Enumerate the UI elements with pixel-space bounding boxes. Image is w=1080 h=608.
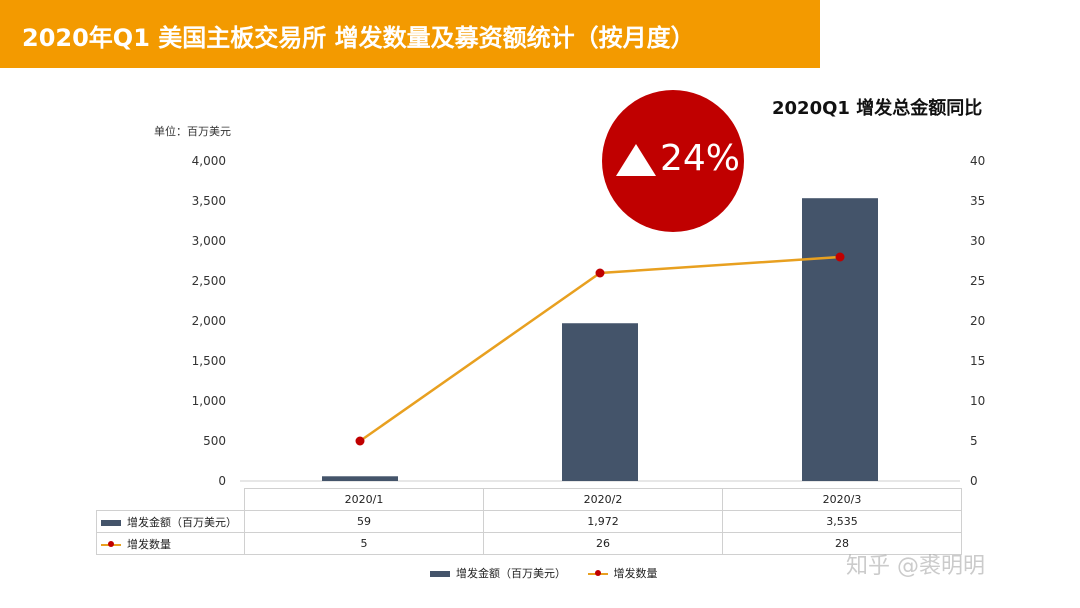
- table-cell: 28: [722, 532, 962, 555]
- y-left-tick-label: 1,500: [192, 354, 226, 368]
- y-right-tick-label: 40: [970, 154, 985, 168]
- y-right-tick-label: 30: [970, 234, 985, 248]
- table-header-cell: 2020/3: [722, 488, 962, 511]
- y-left-tick-label: 1,000: [192, 394, 226, 408]
- line-swatch-icon: [587, 570, 608, 576]
- table-cell: 1,972: [483, 510, 723, 533]
- yoy-badge-value: 24%: [660, 138, 741, 179]
- bar: [562, 323, 638, 481]
- yoy-title: 2020Q1 增发总金额同比: [772, 98, 983, 119]
- yoy-badge: 24%: [602, 90, 744, 232]
- bar-swatch-icon: [430, 571, 450, 577]
- line-point: [355, 436, 365, 446]
- unit-label: 单位：百万美元: [154, 125, 231, 138]
- y-right-tick-label: 35: [970, 194, 985, 208]
- y-left-tick-label: 3,000: [192, 234, 226, 248]
- page-title: 2020年Q1 美国主板交易所 增发数量及募资额统计（按月度）: [22, 24, 695, 52]
- table-row: 增发数量 5 26 28: [96, 532, 962, 555]
- y-right-tick-label: 10: [970, 394, 985, 408]
- y-right-tick-label: 5: [970, 434, 978, 448]
- title-bar: 2020年Q1 美国主板交易所 增发数量及募资额统计（按月度）: [0, 0, 820, 68]
- table-header-cell: 2020/1: [244, 488, 484, 511]
- bar: [322, 476, 398, 481]
- legend-item-line: 增发数量: [587, 565, 658, 581]
- line-swatch-icon: [101, 540, 121, 547]
- table-cell: 3,535: [722, 510, 962, 533]
- table-header-cell: 2020/2: [483, 488, 723, 511]
- watermark: 知乎 @裘明明: [846, 554, 985, 579]
- table-cell: 5: [244, 532, 484, 555]
- y-left-tick-label: 2,000: [192, 314, 226, 328]
- table-header-row: 2020/1 2020/2 2020/3: [96, 488, 962, 511]
- y-left-tick-label: 2,500: [192, 274, 226, 288]
- legend-line-label: 增发数量: [613, 567, 658, 580]
- table-row: 增发金额（百万美元） 59 1,972 3,535: [96, 510, 962, 533]
- legend-item-bar: 增发金额（百万美元）: [430, 565, 566, 581]
- legend-bar-label: 增发金额（百万美元）: [456, 567, 566, 580]
- table-row-label-text: 增发数量: [127, 537, 171, 551]
- bar: [802, 198, 878, 481]
- table-cell: 59: [244, 510, 484, 533]
- table-row-label: 增发数量: [96, 532, 245, 555]
- bar-swatch-icon: [101, 519, 121, 526]
- table-row-label-text: 增发金额（百万美元）: [127, 515, 237, 529]
- line-point: [835, 252, 845, 262]
- y-right-tick-label: 15: [970, 354, 985, 368]
- y-left-tick-label: 4,000: [192, 154, 226, 168]
- line-point: [595, 268, 605, 278]
- chart-legend: 增发金额（百万美元） 增发数量: [430, 565, 676, 581]
- table-cell: 26: [483, 532, 723, 555]
- y-left-tick-label: 500: [203, 434, 226, 448]
- y-left-tick-label: 0: [218, 474, 226, 488]
- y-right-tick-label: 25: [970, 274, 985, 288]
- y-right-tick-label: 0: [970, 474, 978, 488]
- triangle-up-icon: [616, 144, 656, 176]
- table-corner-cell: [96, 488, 245, 511]
- table-row-label: 增发金额（百万美元）: [96, 510, 245, 533]
- data-table: 2020/1 2020/2 2020/3 增发金额（百万美元） 59 1,972…: [96, 488, 962, 555]
- y-left-tick-label: 3,500: [192, 194, 226, 208]
- y-right-tick-label: 20: [970, 314, 985, 328]
